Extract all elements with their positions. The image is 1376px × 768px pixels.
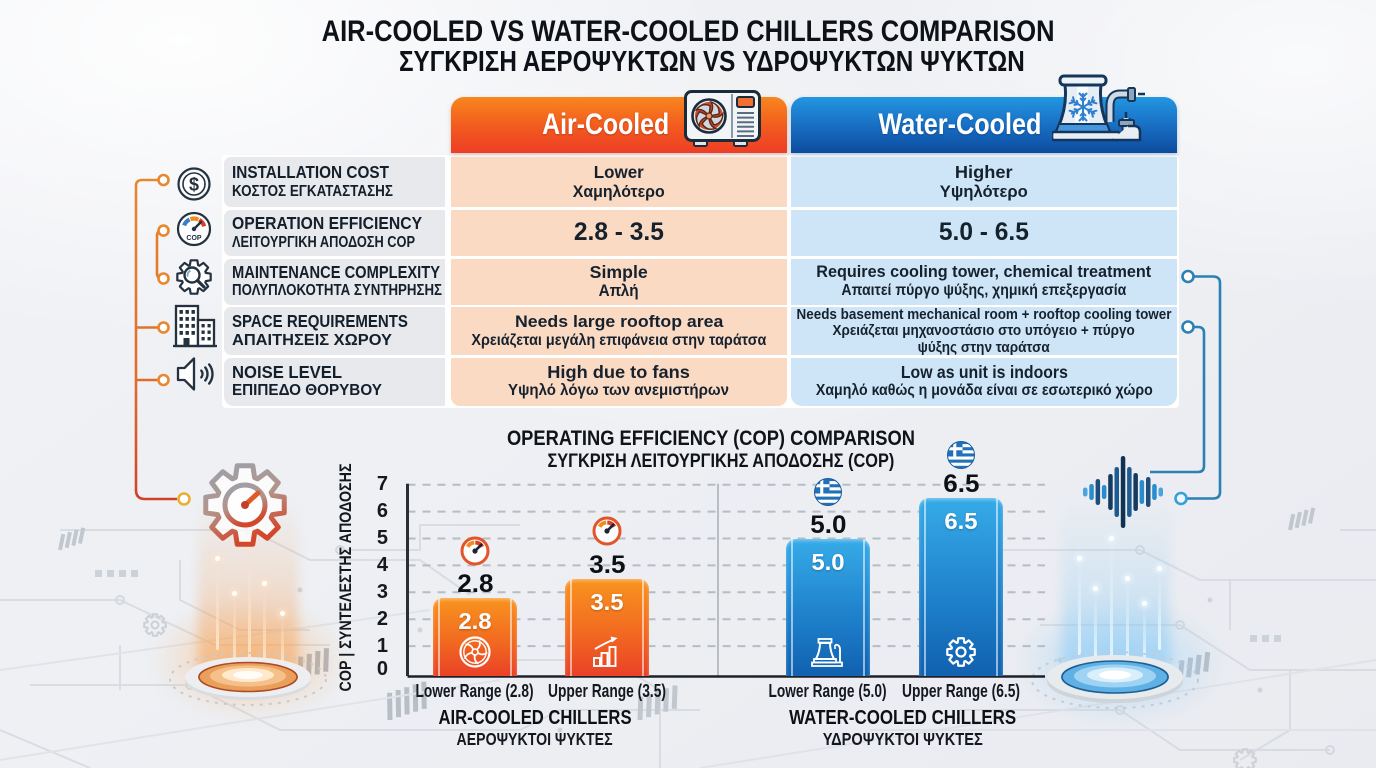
svg-text:COP: COP — [186, 235, 202, 242]
svg-text:$: $ — [189, 175, 199, 195]
